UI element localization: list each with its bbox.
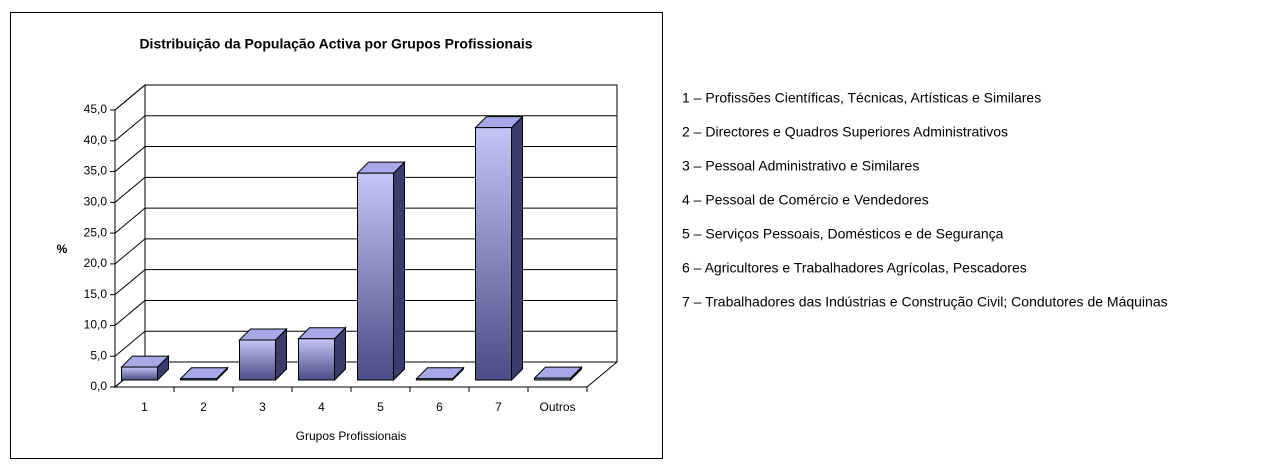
chart-title: Distribuição da População Activa por Gru… [139, 36, 532, 52]
legend-item: 4 – Pessoal de Comércio e Vendedores [682, 192, 929, 208]
y-tick-label: 15,0 [84, 287, 108, 301]
bar [298, 338, 335, 381]
bar [534, 377, 571, 381]
legend-item: 2 – Directores e Quadros Superiores Admi… [682, 124, 1008, 140]
x-tick-label: 5 [377, 400, 384, 414]
bar [416, 378, 453, 381]
side-wall [114, 83, 146, 389]
legend-item: 6 – Agricultores e Trabalhadores Agrícol… [682, 260, 1027, 276]
x-tick-label: 1 [141, 400, 148, 414]
grid-line-side [114, 269, 146, 296]
chart: 0,0 5,0 10,0 15,0 20,0 25,0 30,0 35,0 40,0 45,0 1 2… [84, 83, 619, 414]
x-tick-label: Outros [539, 400, 575, 414]
legend-item: 7 – Trabalhadores das Indústrias e Const… [682, 294, 1168, 310]
grid-line-side [114, 115, 146, 142]
y-tick-label: 0,0 [90, 379, 107, 393]
y-tick-label: 30,0 [84, 195, 108, 209]
grid-line-side [114, 300, 146, 326]
bar [357, 172, 394, 381]
legend: 1 – Profissões Científicas, Técnicas, Ar… [682, 90, 1168, 310]
x-tick-label: 6 [436, 400, 443, 414]
grid-line-side [114, 84, 146, 111]
bar [475, 127, 512, 381]
grid-line-side [114, 207, 146, 234]
grid-line-side [114, 146, 146, 172]
y-tick-label: 5,0 [90, 348, 107, 362]
bar-side [511, 115, 523, 382]
x-tick-label: 3 [259, 400, 266, 414]
y-tick-label: 40,0 [84, 133, 108, 147]
legend-item: 5 – Serviços Pessoais, Domésticos e de S… [682, 226, 1004, 242]
bar [121, 366, 158, 381]
bar [180, 378, 217, 381]
y-tick-label: 25,0 [84, 225, 108, 239]
y-tick-label: 45,0 [84, 102, 108, 116]
legend-item: 3 – Pessoal Administrativo e Similares [682, 158, 919, 174]
legend-item: 1 – Profissões Científicas, Técnicas, Ar… [682, 90, 1041, 106]
x-tick-label: 7 [495, 400, 502, 414]
grid-line-side [114, 176, 146, 203]
y-axis-label: % [57, 242, 68, 256]
x-tick-label: 4 [318, 400, 325, 414]
y-tick-label: 35,0 [84, 164, 108, 178]
y-tick-label: 10,0 [84, 318, 108, 332]
x-axis-label: Grupos Profissionais [296, 429, 407, 443]
bar-side [393, 160, 405, 382]
bar [239, 339, 276, 381]
x-tick-label: 2 [200, 400, 207, 414]
grid-line-side [114, 330, 146, 357]
grid-line-side [114, 238, 146, 265]
y-tick-label: 20,0 [84, 256, 108, 270]
